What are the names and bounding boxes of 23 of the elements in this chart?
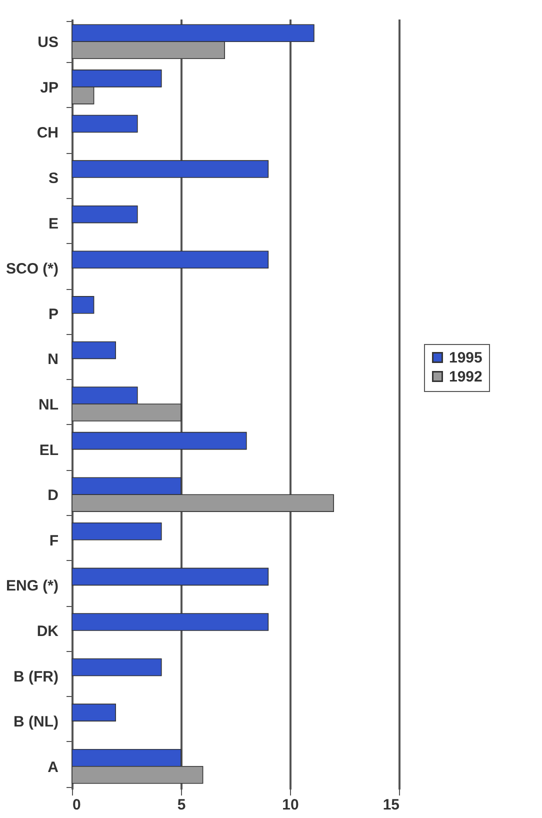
- y-tick-label: S: [48, 170, 58, 188]
- y-tick-label: A: [48, 758, 59, 776]
- y-tick-label: DK: [36, 622, 59, 640]
- y-tick-label: E: [48, 215, 58, 232]
- y-tick-label: US: [38, 34, 58, 52]
- y-tick-label: EL: [39, 442, 58, 459]
- y-tick-label: F: [49, 532, 58, 550]
- y-tick-label: D: [48, 487, 59, 504]
- legend-label: 1995: [449, 350, 482, 366]
- legend-label: 1992: [449, 368, 482, 386]
- y-tick-label: SCO (*): [6, 260, 59, 278]
- x-tick-label: 5: [177, 796, 186, 814]
- y-tick-label: P: [48, 306, 58, 323]
- y-tick-label: NL: [38, 396, 58, 414]
- y-tick-label: CH: [36, 124, 58, 142]
- y-tick-label: B (FR): [14, 668, 58, 686]
- x-tick-label: 15: [382, 796, 400, 814]
- y-tick-label: B (NL): [14, 714, 58, 731]
- y-tick-label: ENG (*): [6, 578, 59, 595]
- y-tick-label: N: [48, 351, 58, 368]
- x-tick-label: 0: [72, 796, 81, 814]
- y-tick-label: JP: [40, 79, 58, 96]
- x-tick-label: 10: [282, 796, 299, 814]
